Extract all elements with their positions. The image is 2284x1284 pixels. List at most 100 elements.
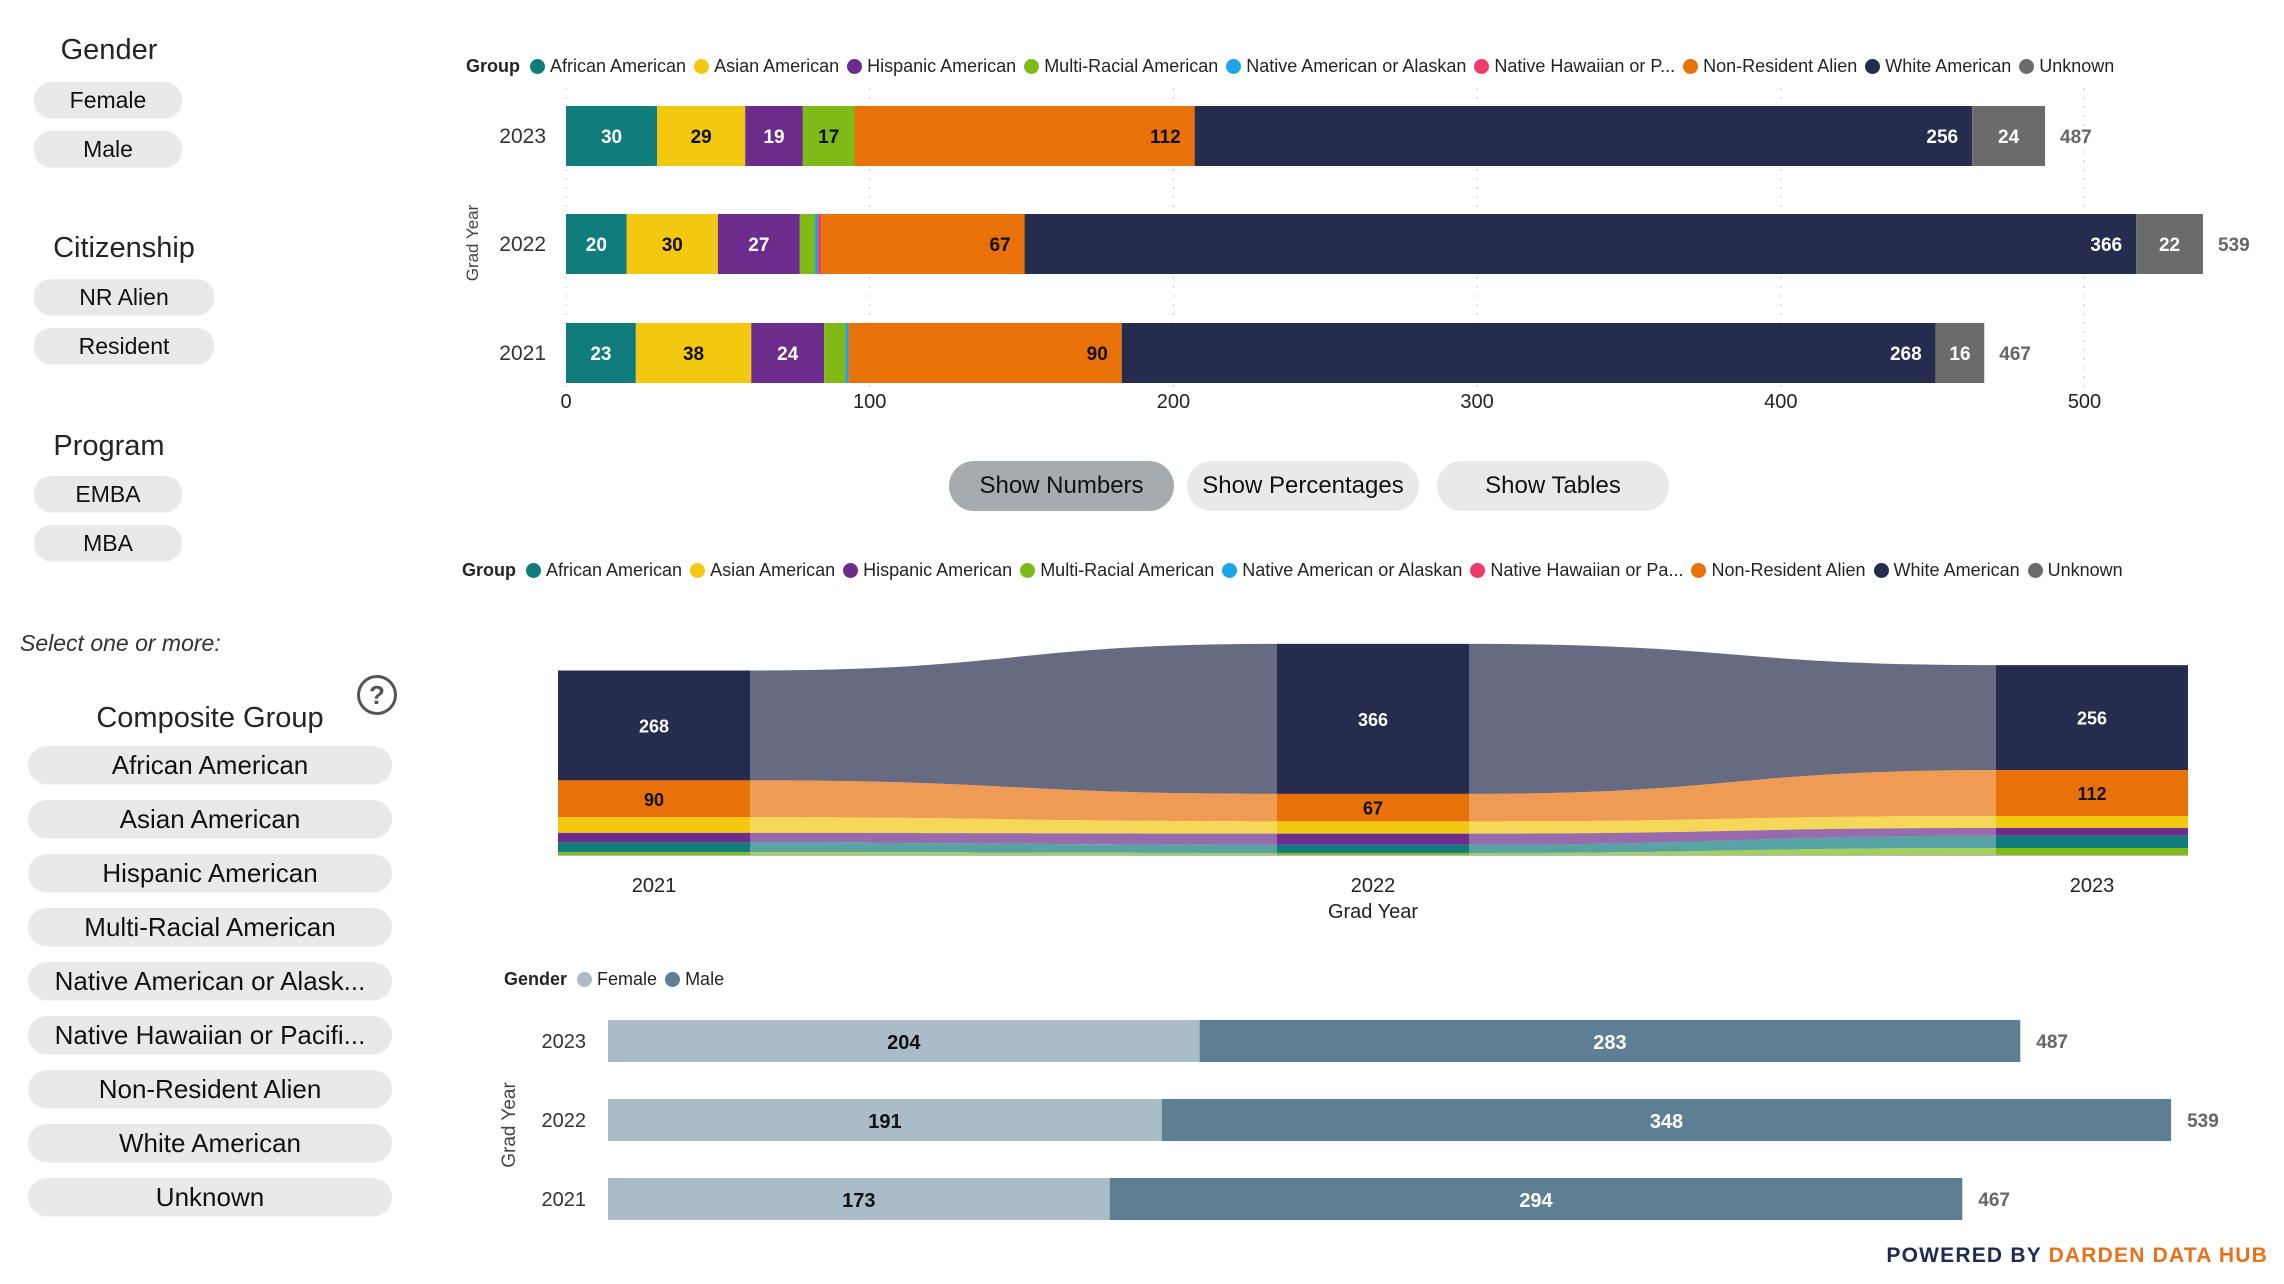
legend-item-unknown[interactable]: Unknown [2019, 56, 2114, 77]
program-option-emba[interactable]: EMBA [34, 476, 182, 512]
bar-segment-white-american[interactable] [1024, 214, 2137, 274]
bar-segment-unknown[interactable] [1935, 323, 1985, 383]
bar-segment-female[interactable] [608, 1178, 1110, 1220]
bar-segment-native-hawaiian-or-p[interactable] [818, 214, 822, 274]
legend-item-asian-american[interactable]: Asian American [694, 56, 839, 77]
bar-segment-white-american[interactable] [1194, 106, 1973, 166]
bar-segment-male[interactable] [1161, 1099, 2172, 1141]
bar-segment-female[interactable] [608, 1099, 1162, 1141]
citizenship-option-resident[interactable]: Resident [34, 328, 214, 364]
bar-segment-native-american-or-alaskan[interactable] [845, 323, 849, 383]
ribbon-block-african-american[interactable] [1996, 835, 2188, 849]
bar-segment-hispanic-american[interactable] [717, 214, 800, 274]
bar-segment-male[interactable] [1199, 1020, 2021, 1062]
bar-segment-unknown[interactable] [1972, 106, 2046, 166]
ribbon-non-resident-alien[interactable] [750, 780, 1277, 822]
ribbon-block-african-american[interactable] [558, 842, 750, 853]
legend-item-african-american[interactable]: African American [530, 56, 686, 77]
ribbon-block-asian-american[interactable] [558, 817, 750, 833]
composite-option-african-american[interactable]: African American [28, 746, 392, 784]
composite-option-asian-american[interactable]: Asian American [28, 800, 392, 838]
ribbon-block-white-american[interactable] [1996, 665, 2188, 771]
ribbon-white-american[interactable] [750, 643, 1277, 794]
show-numbers-button[interactable]: Show Numbers [949, 461, 1174, 511]
bar-segment-multi-racial-american[interactable] [799, 214, 816, 274]
composite-option-native-hawaiian[interactable]: Native Hawaiian or Pacifi... [28, 1016, 392, 1054]
ribbon-block-asian-american[interactable] [1996, 816, 2188, 828]
legend-item-hispanic-american[interactable]: Hispanic American [843, 560, 1012, 581]
ribbon-hispanic-american[interactable] [1469, 827, 1996, 845]
ribbon-block-hispanic-american[interactable] [1277, 833, 1469, 845]
legend-item-white-american[interactable]: White American [1865, 56, 2011, 77]
ribbon-block-african-american[interactable] [1277, 844, 1469, 853]
composite-option-unknown[interactable]: Unknown [28, 1178, 392, 1216]
composite-option-non-resident-alien[interactable]: Non-Resident Alien [28, 1070, 392, 1108]
legend-item-native-hawaiian-or-p[interactable]: Native Hawaiian or P... [1474, 56, 1675, 77]
bar-segment-african-american[interactable] [566, 323, 636, 383]
bar-segment-non-resident-alien[interactable] [854, 106, 1195, 166]
bar-segment-african-american[interactable] [566, 214, 627, 274]
legend-item-native-american-or-alaskan[interactable]: Native American or Alaskan [1226, 56, 1466, 77]
legend-item-white-american[interactable]: White American [1873, 560, 2020, 581]
bar-segment-unknown[interactable] [2136, 214, 2203, 274]
ribbon-block-non-resident-alien[interactable] [1996, 770, 2188, 817]
ribbon-block-hispanic-american[interactable] [558, 832, 750, 843]
composite-option-white-american[interactable]: White American [28, 1124, 392, 1162]
ribbon-block-multi-racial-american[interactable] [1996, 848, 2188, 855]
ribbon-block-non-resident-alien[interactable] [558, 780, 750, 818]
ribbon-block-white-american[interactable] [558, 670, 750, 781]
bar-segment-african-american[interactable] [566, 106, 658, 166]
bar-segment-native-american-or-alaskan[interactable] [815, 214, 819, 274]
bar-segment-hispanic-american[interactable] [745, 106, 803, 166]
bar-segment-female[interactable] [608, 1020, 1200, 1062]
ribbon-non-resident-alien[interactable] [1469, 770, 1996, 822]
ribbon-block-asian-american[interactable] [1277, 821, 1469, 834]
legend-item-african-american[interactable]: African American [526, 560, 682, 581]
legend-item-female[interactable]: Female [577, 969, 657, 990]
bar-segment-hispanic-american[interactable] [751, 323, 825, 383]
ribbon-multi-racial-american[interactable] [750, 852, 1277, 855]
bar-segment-white-american[interactable] [1121, 323, 1936, 383]
legend-item-native-american-or-alaskan[interactable]: Native American or Alaskan [1222, 560, 1462, 581]
composite-option-multi-racial-american[interactable]: Multi-Racial American [28, 908, 392, 946]
legend-item-unknown[interactable]: Unknown [2027, 560, 2123, 581]
legend-item-native-hawaiian-or-pa[interactable]: Native Hawaiian or Pa... [1470, 560, 1683, 581]
legend-item-hispanic-american[interactable]: Hispanic American [847, 56, 1016, 77]
show-tables-button[interactable]: Show Tables [1437, 461, 1669, 511]
ribbon-block-hispanic-american[interactable] [1996, 827, 2188, 836]
bar-segment-asian-american[interactable] [626, 214, 718, 274]
legend-item-non-resident-alien[interactable]: Non-Resident Alien [1683, 56, 1857, 77]
legend-item-non-resident-alien[interactable]: Non-Resident Alien [1691, 560, 1866, 581]
ribbon-multi-racial-american[interactable] [1469, 848, 1996, 855]
bar-segment-non-resident-alien[interactable] [821, 214, 1025, 274]
legend-item-multi-racial-american[interactable]: Multi-Racial American [1024, 56, 1218, 77]
ribbon-block-multi-racial-american[interactable] [1277, 852, 1469, 855]
bar-segment-multi-racial-american[interactable] [802, 106, 855, 166]
gender-option-female[interactable]: Female [34, 82, 182, 118]
bar-segment-asian-american[interactable] [635, 323, 752, 383]
composite-option-native-american[interactable]: Native American or Alask... [28, 962, 392, 1000]
ribbon-block-multi-racial-american[interactable] [558, 852, 750, 855]
legend-item-multi-racial-american[interactable]: Multi-Racial American [1020, 560, 1214, 581]
ribbon-asian-american[interactable] [1469, 816, 1996, 834]
composite-option-hispanic-american[interactable]: Hispanic American [28, 854, 392, 892]
show-percentages-button[interactable]: Show Percentages [1187, 461, 1419, 511]
gender-option-male[interactable]: Male [34, 131, 182, 167]
bar-segment-non-resident-alien[interactable] [848, 323, 1122, 383]
data-label: 112 [1150, 127, 1181, 148]
ribbon-white-american[interactable] [1469, 643, 1996, 794]
ribbon-hispanic-american[interactable] [750, 832, 1277, 845]
ribbon-african-american[interactable] [750, 842, 1277, 853]
help-icon[interactable]: ? [357, 675, 397, 715]
citizenship-option-nr-alien[interactable]: NR Alien [34, 279, 214, 315]
legend-item-asian-american[interactable]: Asian American [690, 560, 835, 581]
ribbon-african-american[interactable] [1469, 835, 1996, 853]
program-option-mba[interactable]: MBA [34, 525, 182, 561]
ribbon-block-non-resident-alien[interactable] [1277, 793, 1469, 822]
bar-segment-male[interactable] [1109, 1178, 1963, 1220]
ribbon-asian-american[interactable] [750, 817, 1277, 834]
ribbon-block-white-american[interactable] [1277, 643, 1469, 794]
bar-segment-multi-racial-american[interactable] [824, 323, 846, 383]
bar-segment-asian-american[interactable] [657, 106, 746, 166]
legend-item-male[interactable]: Male [665, 969, 724, 990]
